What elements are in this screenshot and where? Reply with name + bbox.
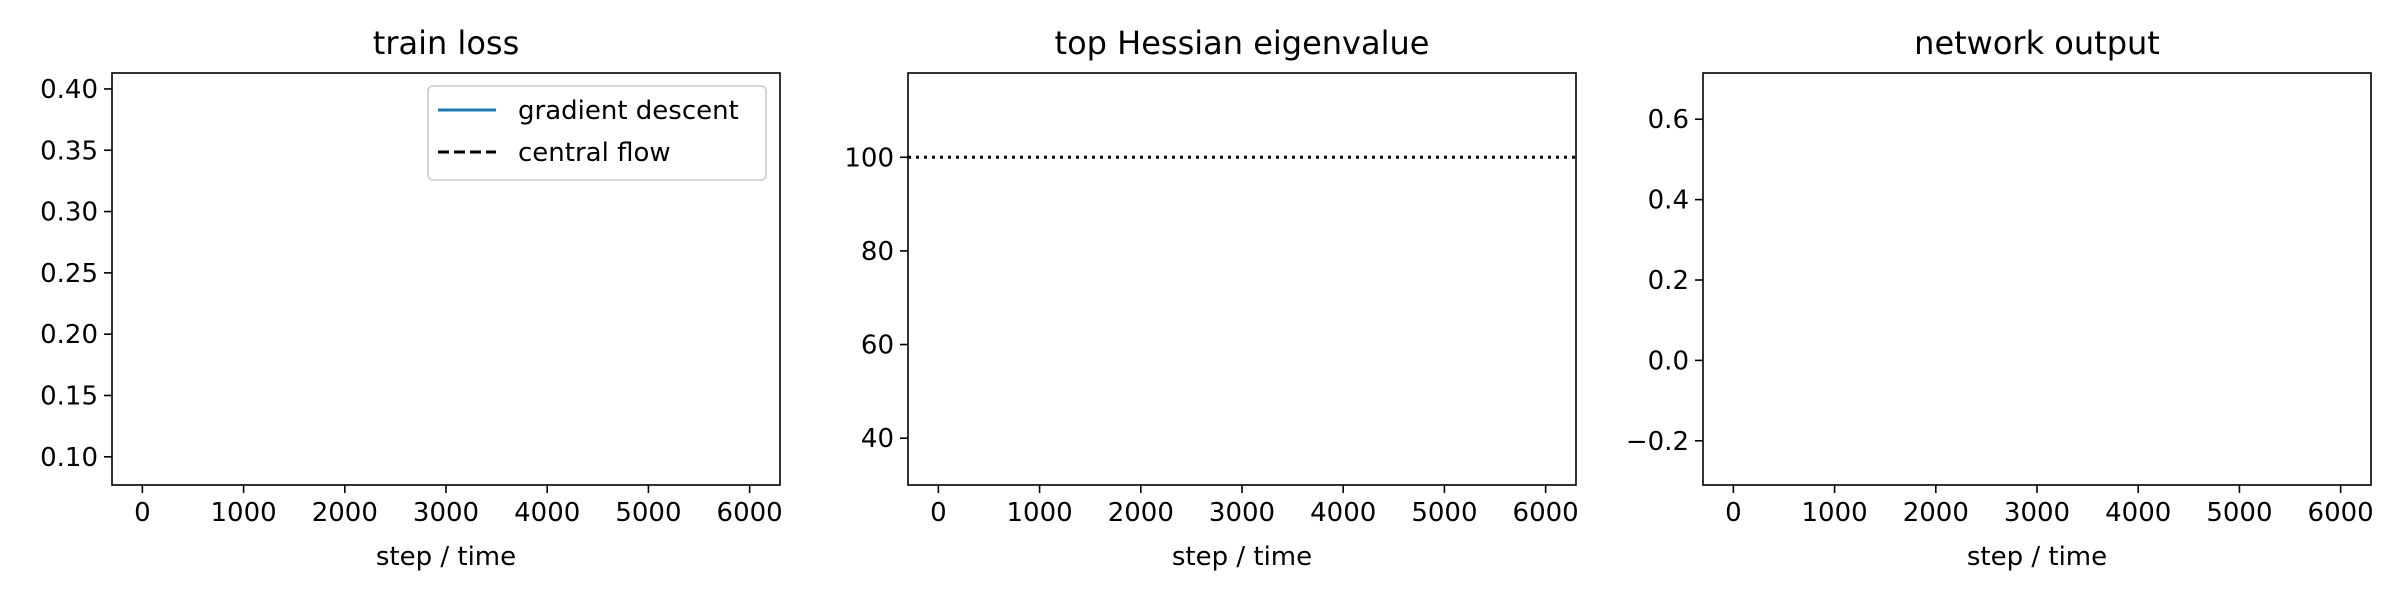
x-tick-label: 0 <box>1725 498 1742 528</box>
x-tick-label: 2000 <box>1903 498 1969 528</box>
plot-frame <box>1702 72 2372 486</box>
y-tick-label: 0.10 <box>40 443 98 473</box>
tick-layer: 0 1000 2000 3000 4000 5000 6000 −0.2 0.0 0.2 0.4 0.… <box>1626 105 2374 528</box>
x-tick-label: 5000 <box>2206 498 2272 528</box>
y-tick-label: 0.0 <box>1648 346 1689 376</box>
x-tick-label: 1000 <box>1006 498 1072 528</box>
y-tick-label: 0.25 <box>40 259 98 289</box>
panel-top-hessian-eigenvalue: top Hessian eigenvalue 0 1000 2000 3000 4000… <box>844 24 1578 572</box>
x-tick-label: 6000 <box>1513 498 1579 528</box>
x-tick-label: 0 <box>134 498 151 528</box>
legend-label-gradient-descent: gradient descent <box>518 96 739 126</box>
y-tick-label: 80 <box>861 237 894 267</box>
legend-box <box>427 85 767 181</box>
x-tick-label: 6000 <box>2308 498 2374 528</box>
plot-frame <box>907 72 1577 486</box>
y-tick-label: 0.30 <box>40 198 98 228</box>
x-tick-label: 3000 <box>2004 498 2070 528</box>
x-tick-label: 2000 <box>1108 498 1174 528</box>
legend-label-central-flow: central flow <box>518 138 671 168</box>
x-tick-label: 4000 <box>514 498 580 528</box>
x-tick-label: 3000 <box>1209 498 1275 528</box>
x-tick-label: 5000 <box>615 498 681 528</box>
tick-layer: 0 1000 2000 3000 4000 5000 6000 40 60 80 100 <box>844 143 1578 528</box>
x-tick-label: 1000 <box>1801 498 1867 528</box>
y-tick-label: 0.35 <box>40 136 98 166</box>
panel-title: network output <box>1914 24 2160 62</box>
y-tick-label: 40 <box>861 424 894 454</box>
y-tick-label: 0.15 <box>40 381 98 411</box>
x-tick-label: 0 <box>930 498 947 528</box>
x-tick-label: 4000 <box>1310 498 1376 528</box>
y-tick-label: 100 <box>844 143 894 173</box>
y-tick-label: 0.4 <box>1648 186 1689 216</box>
y-tick-label: 0.6 <box>1648 105 1689 135</box>
y-tick-label: 0.40 <box>40 75 98 105</box>
y-tick-label: −0.2 <box>1626 427 1689 457</box>
x-axis-label: step / time <box>1967 542 2107 572</box>
panel-title: train loss <box>373 24 519 62</box>
x-tick-label: 5000 <box>1411 498 1477 528</box>
panel-train-loss: train loss 0 1000 2000 3000 4000 5000 6000 0.10… <box>40 24 783 572</box>
x-axis-label: step / time <box>1172 542 1312 572</box>
tick-layer: 0 1000 2000 3000 4000 5000 6000 0.10 0.15 0.20 0.2… <box>40 75 783 528</box>
x-tick-label: 6000 <box>717 498 783 528</box>
panel-title: top Hessian eigenvalue <box>1055 24 1430 62</box>
x-axis-label: step / time <box>376 542 516 572</box>
legend: gradient descent central flow <box>427 85 767 181</box>
panel-network-output: network output 0 1000 2000 3000 4000 5000 6000… <box>1626 24 2374 572</box>
y-tick-label: 60 <box>861 331 894 361</box>
y-tick-label: 0.20 <box>40 320 98 350</box>
x-tick-label: 1000 <box>210 498 276 528</box>
y-tick-label: 0.2 <box>1648 266 1689 296</box>
plot-frame <box>111 72 781 486</box>
x-tick-label: 2000 <box>312 498 378 528</box>
x-tick-label: 4000 <box>2105 498 2171 528</box>
x-tick-label: 3000 <box>413 498 479 528</box>
